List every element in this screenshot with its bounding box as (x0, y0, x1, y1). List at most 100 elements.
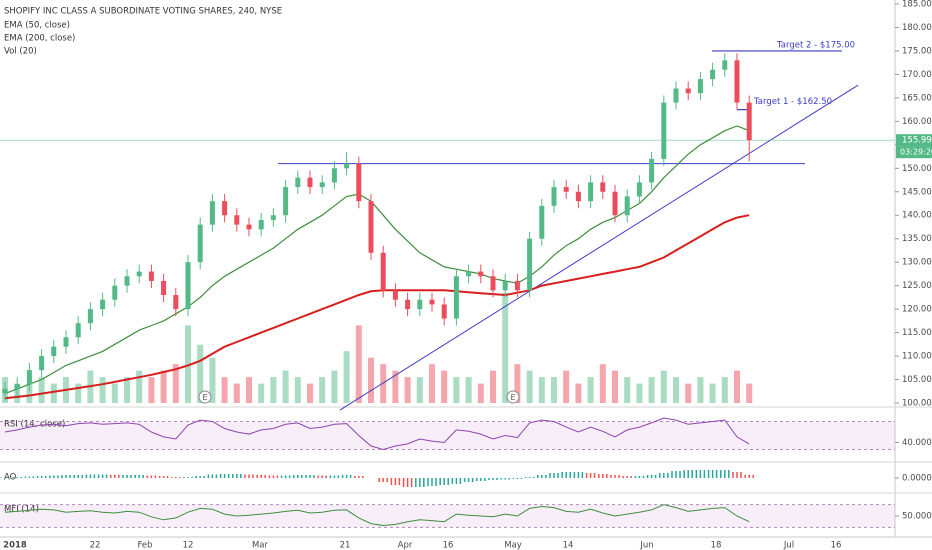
y-tick-label: 50.0000 (902, 512, 932, 522)
x-tick-label: Feb (137, 541, 152, 550)
x-tick-label: Apr (398, 541, 413, 550)
legend-entry: EMA (200, close) (4, 34, 75, 44)
countdown-label: 03:29:20 (900, 148, 932, 157)
volume-bar (343, 351, 350, 403)
volume-bar (721, 377, 728, 403)
volume-bar (490, 370, 496, 403)
volume-bar (111, 383, 118, 403)
target-label: Target 1 - $162.50 (753, 97, 832, 107)
candle-body (148, 271, 154, 281)
volume-bar (636, 383, 643, 403)
legend-entry: EMA (50, close) (4, 21, 70, 31)
candle-body (392, 290, 398, 300)
y-tick-label: 175.00 (902, 46, 932, 56)
candle-body (100, 299, 106, 310)
volume-bar (172, 364, 179, 403)
y-tick-label: 115.00 (902, 328, 932, 338)
candle-body (746, 102, 752, 141)
volume-bar (660, 370, 667, 403)
volume-bar (209, 357, 216, 403)
y-tick-label: 140.00 (902, 211, 932, 221)
volume-bar (258, 383, 265, 403)
candle-body (539, 205, 545, 239)
volume-bar (563, 370, 570, 403)
mfi-line (4, 504, 750, 527)
chart-title: SHOPIFY INC CLASS A SUBORDINATE VOTING S… (4, 7, 282, 17)
pane-label: RSI (14, close) (4, 420, 65, 430)
candle-body (575, 191, 581, 202)
volume-bar (502, 293, 509, 403)
volume-bar (551, 377, 557, 403)
band-fill (0, 504, 895, 528)
ema200-line (4, 214, 750, 400)
candle-body (661, 102, 667, 159)
y-tick-label: 135.00 (902, 234, 932, 244)
candle-body (490, 276, 496, 291)
x-tick-label: May (504, 541, 522, 550)
candle-body (331, 168, 337, 183)
candle-body (624, 196, 630, 216)
candle-body (636, 182, 642, 197)
volume-bar (514, 364, 521, 403)
volume-bar (587, 377, 594, 403)
y-tick-label: 110.00 (902, 352, 932, 362)
last-price-label: 155.99 (902, 136, 932, 146)
band-fill (0, 421, 895, 450)
candle-body (39, 356, 45, 371)
volume-bar (270, 377, 277, 403)
candle-body (258, 219, 264, 230)
volume-bar (331, 370, 338, 403)
candle-body (356, 163, 362, 202)
candle-body (319, 182, 325, 188)
candle-body (2, 388, 8, 394)
y-tick-label: 100.00 (902, 399, 932, 409)
y-tick-label: 180.00 (902, 23, 932, 33)
y-tick-label: 105.00 (902, 375, 932, 385)
candle-body (588, 182, 594, 202)
candle-body (246, 224, 252, 230)
volume-bar (526, 370, 533, 403)
volume-bar (404, 377, 411, 403)
candle-body (453, 276, 459, 319)
x-tick-label: 21 (340, 541, 351, 550)
volume-bar (477, 383, 484, 403)
candle-body (51, 346, 57, 357)
y-tick-label: 125.00 (902, 281, 932, 291)
volume-bar (75, 383, 82, 403)
volume-bar (575, 383, 582, 403)
volume-bar (26, 383, 33, 403)
event-marker (198, 390, 212, 404)
volume-bar (465, 377, 472, 403)
x-tick-label: Jun (639, 541, 653, 550)
x-tick-label: 14 (563, 541, 574, 550)
candle-body (185, 262, 191, 310)
countdown-tag (896, 146, 932, 159)
y-tick-label: 160.00 (902, 117, 932, 127)
volume-bar (673, 377, 679, 403)
volume-bar (221, 377, 228, 403)
y-tick-label: 40.0000 (902, 438, 932, 448)
volume-bar (624, 377, 631, 403)
volume-bar (709, 383, 716, 403)
volume-bar (50, 383, 57, 403)
volume-bar (392, 370, 399, 403)
candle-body (405, 299, 411, 310)
event-label: E (510, 393, 515, 402)
y-tick-label: 170.00 (902, 70, 932, 80)
candle-body (295, 177, 301, 188)
volume-bar (38, 377, 45, 403)
legend-entry: Vol (20) (4, 47, 37, 57)
volume-bar (416, 377, 423, 403)
volume-bar (538, 377, 545, 403)
y-tick-label: 130.00 (902, 258, 932, 268)
candle-body (514, 280, 520, 291)
x-tick-label: 12 (183, 541, 194, 550)
volume-bar (746, 383, 753, 403)
candle-body (673, 88, 679, 103)
volume-bar (734, 370, 740, 403)
x-tick-label: 18 (711, 541, 722, 550)
candle-body (14, 384, 20, 389)
volume-bar (685, 383, 692, 403)
candle-body (63, 337, 69, 347)
